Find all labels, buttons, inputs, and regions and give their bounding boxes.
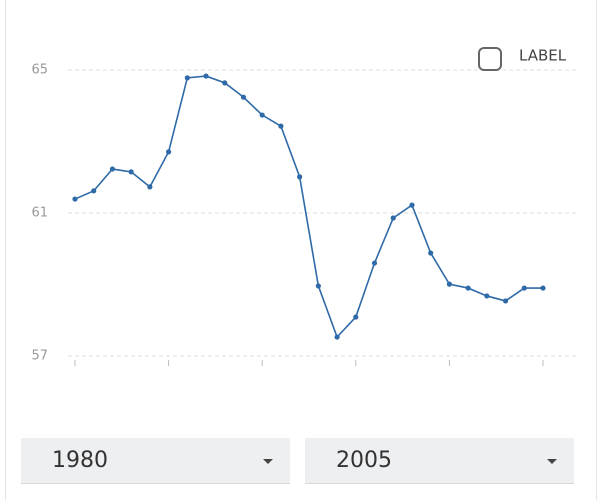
end-dropdown[interactable]: 2005: [305, 438, 574, 484]
point: [465, 285, 471, 291]
start-year: 1980: [52, 448, 108, 473]
point: [128, 169, 134, 175]
point: [446, 281, 452, 287]
point: [259, 112, 265, 118]
point: [334, 334, 340, 340]
point: [240, 94, 247, 100]
point: [166, 149, 172, 155]
point: [484, 293, 490, 299]
point: [203, 73, 209, 79]
y-tick-label: 57: [31, 349, 48, 364]
caret: [547, 459, 557, 464]
point: [409, 202, 415, 208]
point: [147, 184, 153, 190]
y-tick-label: 65: [31, 63, 48, 78]
chart: 57 61 65 LABEL: [31, 47, 577, 366]
end-year: 2005: [336, 448, 392, 473]
point: [390, 215, 396, 221]
point: [502, 298, 509, 304]
point: [371, 260, 378, 266]
point: [184, 75, 190, 81]
caret: [263, 459, 273, 464]
point: [428, 250, 434, 256]
point: [222, 80, 228, 86]
y-tick-label: 61: [31, 206, 48, 221]
point: [297, 174, 303, 180]
panel: [5, 0, 597, 500]
point: [521, 285, 527, 291]
point: [278, 123, 284, 129]
point: [72, 196, 78, 202]
point: [315, 283, 321, 289]
start-dropdown[interactable]: 1980: [21, 438, 290, 484]
point: [91, 188, 97, 194]
point: [540, 285, 546, 291]
legend-checkbox[interactable]: [478, 47, 502, 71]
legend-label: LABEL: [519, 47, 567, 65]
point: [353, 314, 359, 320]
line: [74, 75, 543, 339]
point: [109, 166, 116, 172]
